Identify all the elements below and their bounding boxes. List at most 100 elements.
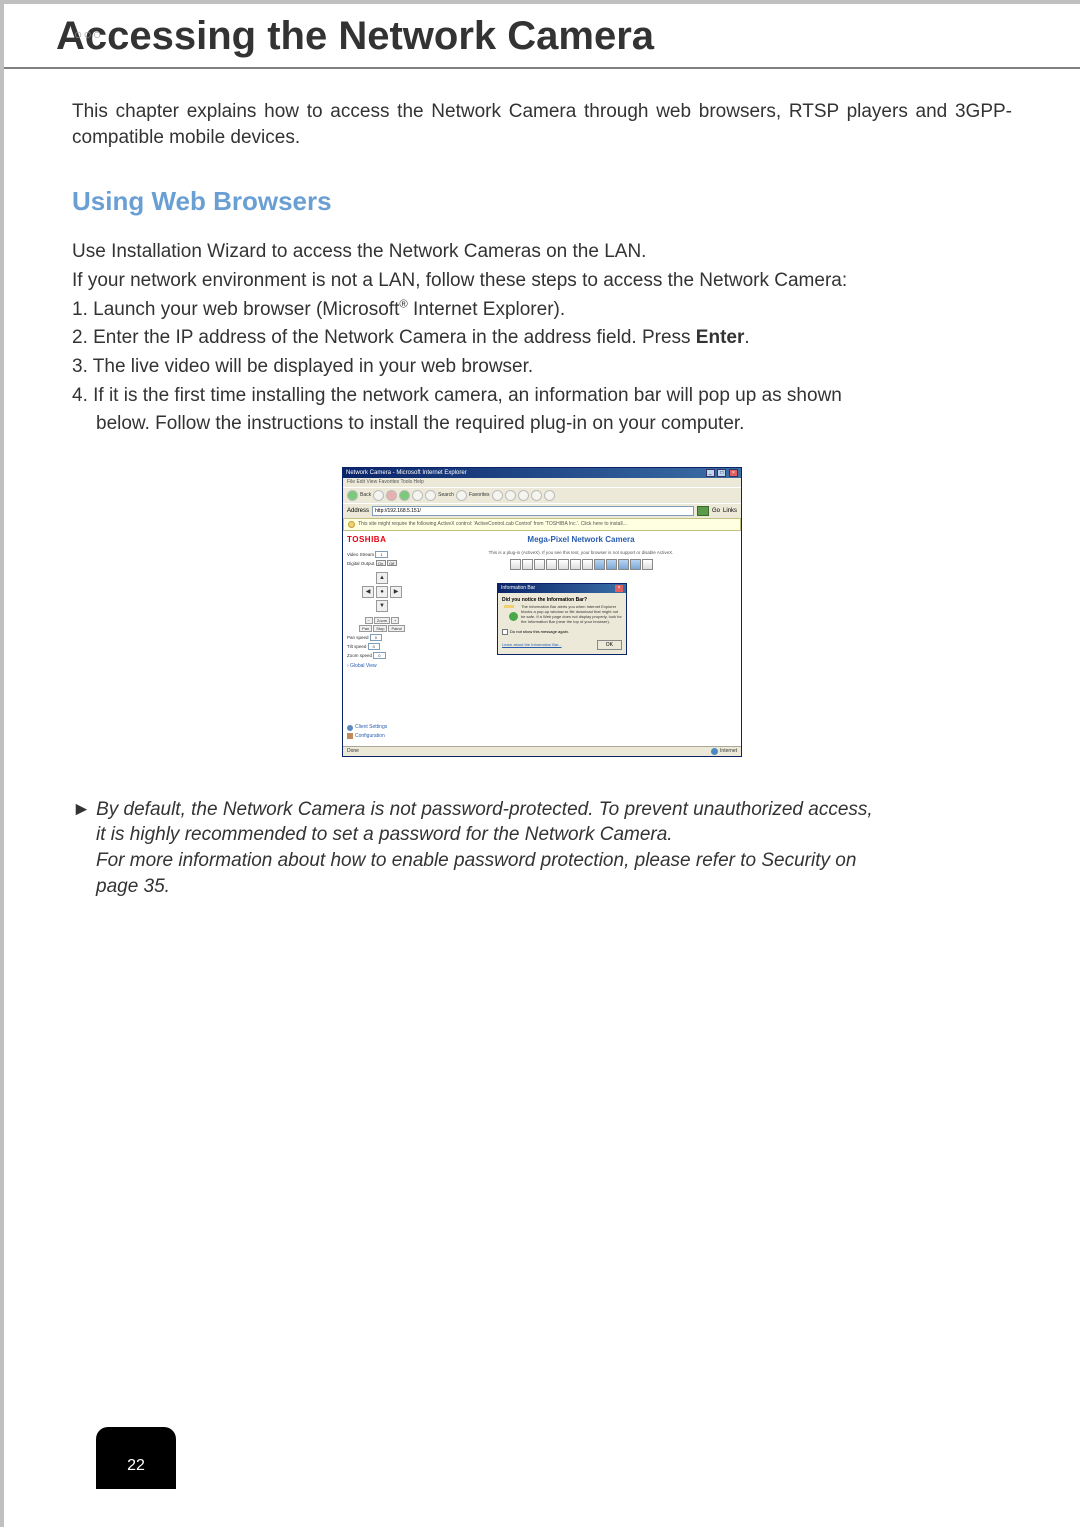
arrow-icon: ► [72, 799, 91, 820]
wrench-icon [347, 733, 353, 739]
ctrl-button[interactable] [594, 559, 605, 570]
intro-paragraph: This chapter explains how to access the … [72, 99, 1012, 150]
forward-icon[interactable] [373, 490, 384, 501]
ie-statusbar: Done Internet [343, 746, 741, 756]
ctrl-button[interactable] [522, 559, 533, 570]
history-icon[interactable] [492, 490, 503, 501]
camera-page-title: Mega-Pixel Network Camera [427, 535, 735, 546]
tilt-speed-select[interactable]: 0 [368, 643, 380, 650]
step-2: 2. Enter the IP address of the Network C… [72, 325, 1012, 351]
ie-content: TOSHIBA Video Stream 1 Digital Output On… [343, 531, 741, 746]
learn-more-link[interactable]: Learn about the Information Bar... [502, 642, 562, 647]
zoom-speed-select[interactable]: 0 [373, 652, 385, 659]
close-icon[interactable]: × [729, 469, 738, 477]
ctrl-button[interactable] [558, 559, 569, 570]
ok-button[interactable]: OK [597, 640, 622, 650]
video-stream-row: Video Stream 1 [347, 551, 417, 558]
screenshot-container: Network Camera - Microsoft Internet Expl… [72, 467, 1012, 757]
document-page: ○○○ Accessing the Network Camera This ch… [0, 0, 1080, 1527]
ie-address-bar: Address http://192.168.5.151/ Go Links [343, 503, 741, 518]
text: Internet Explorer). [408, 299, 565, 320]
configuration-link[interactable]: Configuration [347, 733, 387, 740]
ptz-right-button[interactable]: ▶ [390, 586, 402, 598]
zoom-speed-row: Zoom speed 0 [347, 652, 417, 659]
gear-icon [347, 725, 353, 731]
video-stream-label: Video Stream [347, 552, 374, 557]
dialog-text: The Information Bar alerts you when Inte… [521, 605, 622, 624]
decorative-bubbles: ○○○ [74, 26, 102, 42]
window-controls: _ □ × [705, 469, 738, 477]
dialog-checkbox-row: Do not show this message again. [502, 629, 622, 635]
go-button[interactable] [697, 506, 709, 516]
ptz-down-button[interactable]: ▼ [376, 600, 388, 612]
refresh-icon[interactable] [399, 490, 410, 501]
tilt-speed-row: Tilt speed 0 [347, 643, 417, 650]
pan-speed-select[interactable]: 0 [370, 634, 382, 641]
checkbox-label: Do not show this message again. [510, 629, 569, 634]
zoom-speed-label: Zoom speed [347, 653, 372, 658]
search-label: Search [438, 492, 454, 499]
ctrl-button[interactable] [546, 559, 557, 570]
discuss-icon[interactable] [544, 490, 555, 501]
print-icon[interactable] [518, 490, 529, 501]
stop-button[interactable]: Stop [373, 625, 387, 632]
favorites-icon[interactable] [456, 490, 467, 501]
ie-window: Network Camera - Microsoft Internet Expl… [342, 467, 742, 757]
global-view-link[interactable]: › Global View [347, 663, 417, 670]
step-1: 1. Launch your web browser (Microsoft® I… [72, 297, 1012, 323]
ctrl-button[interactable] [630, 559, 641, 570]
minimize-icon[interactable]: _ [706, 469, 715, 477]
instruction-line: Use Installation Wizard to access the Ne… [72, 239, 1012, 265]
page-title: Accessing the Network Camera [56, 14, 1060, 59]
ie-menubar[interactable]: File Edit View Favorites Tools Help [343, 478, 741, 487]
step-4-cont: below. Follow the instructions to instal… [72, 411, 1012, 437]
maximize-icon[interactable]: □ [717, 469, 726, 477]
pan-button[interactable]: Pan [359, 625, 372, 632]
dialog-titlebar: Information Bar × [498, 584, 626, 593]
ctrl-button[interactable] [534, 559, 545, 570]
zoom-in-button[interactable]: + [391, 617, 399, 624]
stop-icon[interactable] [386, 490, 397, 501]
patrol-button[interactable]: Patrol [388, 625, 404, 632]
ctrl-button[interactable] [606, 559, 617, 570]
back-icon[interactable] [347, 490, 358, 501]
address-input[interactable]: http://192.168.5.151/ [372, 506, 694, 516]
video-stream-select[interactable]: 1 [375, 551, 387, 558]
do-off-button[interactable]: Off [387, 560, 397, 566]
information-bar[interactable]: This site might require the following Ac… [343, 518, 741, 531]
digital-output-label: Digital Output [347, 561, 374, 566]
ctrl-button[interactable] [510, 559, 521, 570]
ctrl-button[interactable] [642, 559, 653, 570]
ptz-left-button[interactable]: ◀ [362, 586, 374, 598]
ie-toolbar: Back Search Favorites [343, 487, 741, 503]
note-line: page 35. [72, 874, 1012, 900]
ptz-up-button[interactable]: ▲ [376, 572, 388, 584]
status-right: Internet [711, 748, 737, 755]
note-block: ► By default, the Network Camera is not … [72, 797, 1012, 900]
registered-mark: ® [399, 298, 407, 310]
dialog-title-text: Information Bar [501, 585, 535, 592]
digital-output-row: Digital Output On Off [347, 560, 417, 567]
ctrl-button[interactable] [570, 559, 581, 570]
home-icon[interactable] [412, 490, 423, 501]
mail-icon[interactable] [505, 490, 516, 501]
dialog-close-icon[interactable]: × [615, 585, 623, 592]
client-settings-link[interactable]: Client Settings [347, 724, 387, 731]
ptz-home-button[interactable]: ● [376, 586, 388, 598]
text: 1. Launch your web browser (Microsoft [72, 299, 399, 320]
sub-heading: Using Web Browsers [72, 184, 1012, 219]
dialog-footer: Learn about the Information Bar... OK [502, 640, 622, 650]
enter-key-bold: Enter [696, 327, 745, 348]
search-icon[interactable] [425, 490, 436, 501]
pan-row: Pan Stop Patrol [347, 625, 417, 632]
checkbox[interactable] [502, 629, 508, 635]
do-on-button[interactable]: On [376, 560, 386, 566]
body-text: Use Installation Wizard to access the Ne… [72, 239, 1012, 436]
dialog-content-row: The Information Bar alerts you when Inte… [502, 605, 622, 624]
note-line: it is highly recommended to set a passwo… [72, 822, 1012, 848]
edit-icon[interactable] [531, 490, 542, 501]
zoom-out-button[interactable]: − [365, 617, 373, 624]
ctrl-button[interactable] [582, 559, 593, 570]
text: 2. Enter the IP address of the Network C… [72, 327, 696, 348]
ctrl-button[interactable] [618, 559, 629, 570]
